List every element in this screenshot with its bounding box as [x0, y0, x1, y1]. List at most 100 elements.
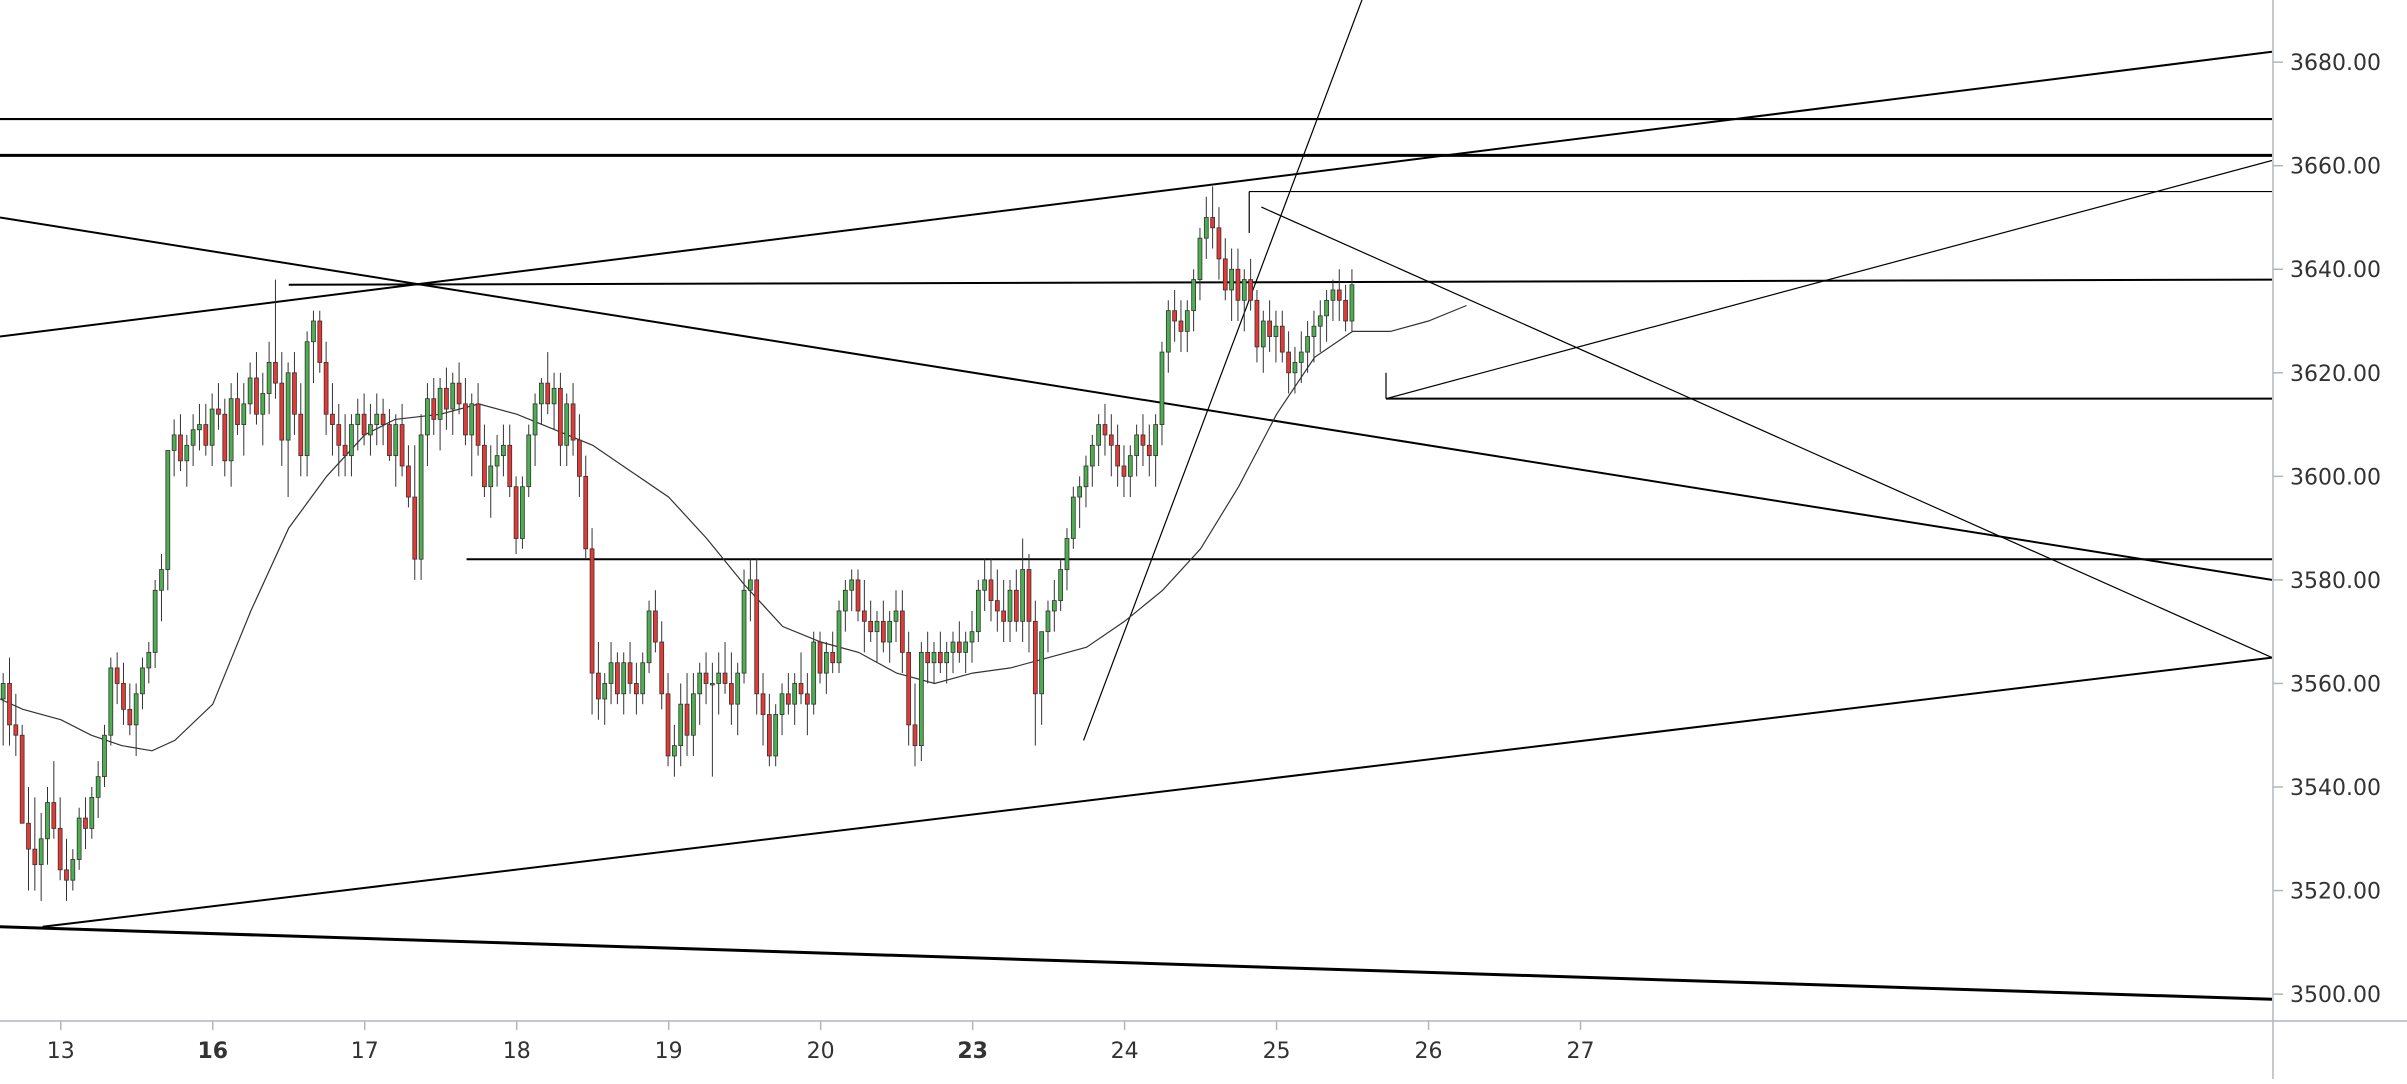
candle-body	[32, 848, 38, 866]
candle-body	[1317, 315, 1323, 327]
candle-body	[716, 672, 722, 684]
candle-body	[925, 651, 931, 664]
candle-body	[1108, 434, 1114, 446]
candle-body	[545, 382, 551, 405]
x-tick-label: 25	[1263, 1039, 1291, 1064]
candle-body	[558, 387, 563, 446]
candle-body	[697, 672, 703, 695]
candle-body	[190, 429, 196, 446]
candle-body	[178, 434, 183, 462]
candle-body	[507, 444, 513, 488]
candle-body	[355, 413, 361, 425]
candle-body	[804, 693, 810, 705]
candle-body	[285, 372, 291, 441]
candle-body	[520, 486, 525, 539]
candle-body	[1336, 289, 1342, 301]
candle-body	[912, 724, 918, 746]
candle-body	[551, 387, 557, 405]
candle-body	[640, 662, 646, 695]
candle-body	[842, 589, 848, 612]
candle-body	[1172, 310, 1177, 322]
candle-body	[399, 424, 405, 467]
candle-body	[564, 403, 570, 446]
candle-body	[1013, 589, 1019, 622]
candle-body	[133, 693, 139, 726]
candle-body	[779, 693, 785, 715]
candle-body	[114, 667, 120, 684]
candle-body	[1165, 310, 1171, 353]
x-tick-label: 18	[503, 1039, 531, 1064]
candle-body	[798, 683, 804, 695]
y-tick-label: 3560.00	[2290, 672, 2381, 697]
candle-body	[931, 651, 937, 664]
x-tick-label: 20	[807, 1039, 835, 1064]
trendline-5	[42, 656, 2272, 928]
trendline-12	[1083, 0, 1363, 741]
y-tick-label: 3620.00	[2290, 362, 2381, 387]
candle-body	[374, 413, 380, 425]
candle-body	[1064, 538, 1070, 570]
candle-body	[634, 683, 639, 695]
candle-body	[811, 641, 817, 705]
candle-body	[861, 610, 867, 622]
candle-body	[817, 641, 823, 674]
candle-body	[463, 403, 468, 436]
candle-body	[279, 382, 285, 441]
candle-body	[1032, 620, 1038, 695]
candle-body	[216, 408, 221, 415]
candle-body	[1153, 424, 1158, 457]
candle-body	[26, 822, 31, 850]
candle-body	[963, 641, 969, 653]
candle-body	[437, 387, 443, 420]
candle-body	[165, 450, 171, 570]
y-tick-label: 3600.00	[2290, 465, 2381, 490]
candle-body	[539, 382, 544, 405]
candle-body	[1273, 325, 1279, 337]
candle-body	[393, 424, 399, 457]
candle-body	[1184, 310, 1190, 332]
candle-body	[323, 362, 329, 415]
candle-body	[1229, 268, 1234, 291]
candle-body	[152, 589, 158, 653]
y-tick-label: 3500.00	[2290, 983, 2381, 1008]
candle-body	[773, 714, 779, 757]
candle-body	[298, 413, 304, 457]
candle-body	[994, 600, 1000, 612]
candle-body	[7, 683, 12, 726]
trendline-drawings	[0, 0, 2272, 1001]
candle-body	[653, 610, 658, 643]
trendline-2	[0, 50, 2272, 338]
candle-body	[956, 641, 962, 653]
x-tick-label: 16	[197, 1039, 228, 1064]
candle-body	[754, 579, 760, 695]
candle-body	[672, 745, 677, 757]
candle-body	[767, 714, 772, 757]
candle-body	[735, 672, 741, 705]
candle-body	[880, 620, 886, 643]
x-tick-label: 26	[1415, 1039, 1443, 1064]
candle-body	[1121, 465, 1127, 477]
candle-body	[260, 393, 266, 415]
candle-body	[380, 413, 386, 425]
candle-body	[64, 869, 69, 881]
moving-average-line	[0, 304, 1467, 752]
candle-body	[501, 444, 506, 457]
candle-body	[444, 387, 449, 410]
candle-body	[1286, 351, 1291, 374]
candle-body	[292, 372, 297, 415]
y-tick-label: 3640.00	[2290, 258, 2381, 283]
candle-body	[577, 439, 582, 477]
candle-body	[950, 641, 956, 653]
candle-body	[1007, 589, 1013, 622]
candle-body	[146, 651, 152, 669]
candle-body	[450, 382, 456, 410]
candle-body	[1279, 325, 1285, 353]
candle-body	[197, 424, 202, 431]
candle-body	[1026, 569, 1032, 622]
candle-body	[254, 377, 259, 415]
candle-body	[684, 703, 690, 736]
y-tick-label: 3520.00	[2290, 880, 2381, 905]
candle-body	[1298, 351, 1304, 363]
